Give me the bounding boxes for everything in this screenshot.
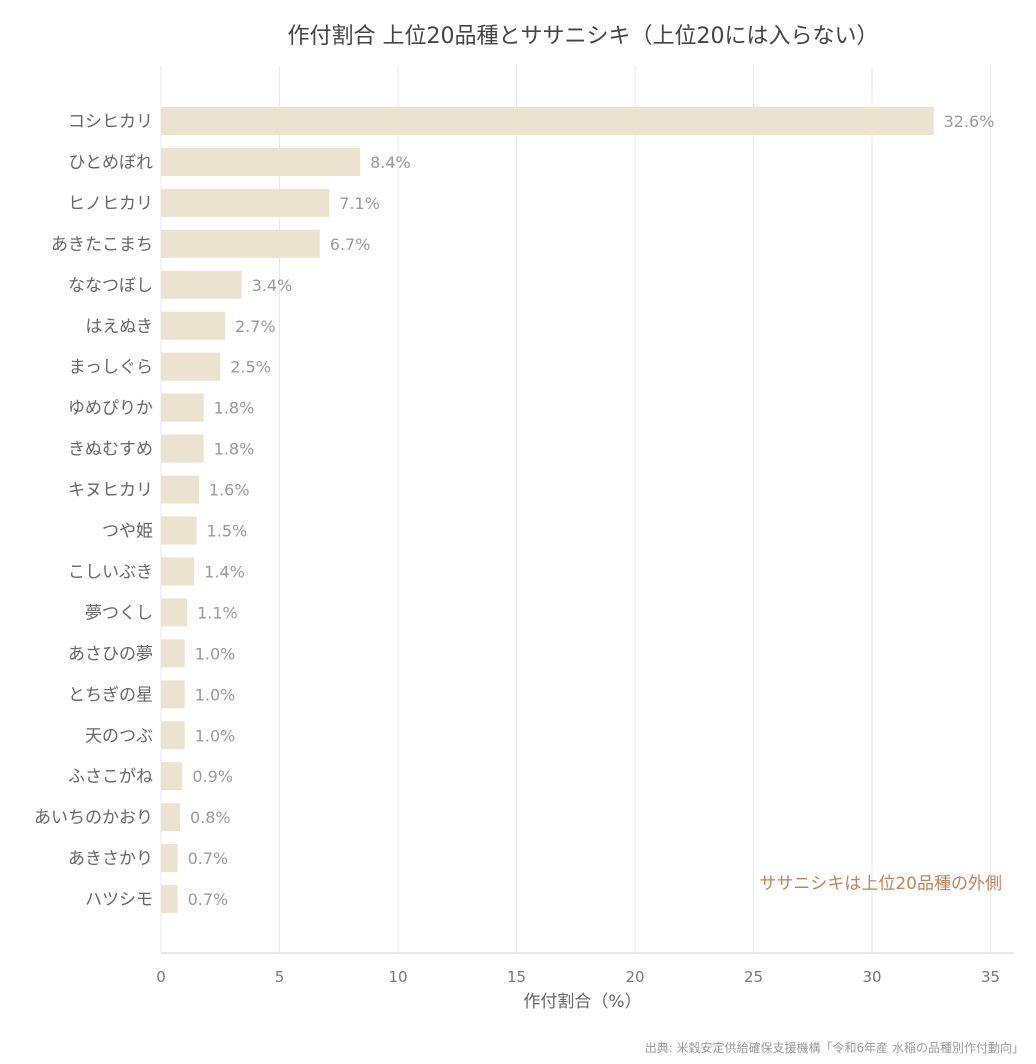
bar [161, 557, 195, 586]
value-label: 0.8% [190, 808, 231, 827]
category-label: ななつぼし [68, 276, 153, 296]
value-label: 1.4% [204, 562, 245, 581]
category-label: きぬむすめ [68, 440, 153, 460]
value-label: 8.4% [370, 153, 411, 172]
value-label: 32.6% [944, 112, 995, 131]
category-label: キヌヒカリ [68, 481, 153, 501]
value-label: 1.8% [214, 399, 255, 418]
category-label: ひとめぼれ [69, 153, 154, 173]
value-label: 2.7% [235, 317, 276, 336]
category-label: はえぬき [85, 317, 153, 337]
value-label: 1.0% [195, 685, 236, 704]
annotation-text: ササニシキは上位20品種の外側 [759, 874, 1002, 894]
bar [161, 147, 361, 176]
bar [161, 639, 185, 668]
value-label: 1.0% [195, 726, 236, 745]
x-tick-label: 25 [744, 968, 763, 986]
bar [161, 680, 185, 709]
bar [161, 762, 183, 791]
category-label: コシヒカリ [68, 112, 153, 132]
category-label: あいちのかおり [34, 808, 153, 828]
bar [161, 803, 180, 832]
x-tick-label: 30 [862, 968, 881, 986]
category-label: まっしぐら [69, 358, 153, 378]
value-label: 1.0% [195, 644, 236, 663]
bar [161, 475, 199, 504]
x-tick-label: 35 [981, 968, 1000, 986]
value-label: 6.7% [330, 235, 371, 254]
value-label: 1.5% [207, 522, 248, 541]
value-label: 1.6% [209, 481, 250, 500]
x-tick-label: 15 [507, 968, 526, 986]
category-label: あきたこまち [51, 235, 153, 255]
bar [161, 844, 178, 873]
value-label: 7.1% [339, 194, 380, 213]
category-label: つや姫 [102, 522, 153, 542]
value-label: 1.8% [214, 440, 255, 459]
chart-title: 作付割合 上位20品種とササニシキ（上位20には入らない） [287, 24, 879, 49]
bar [161, 598, 188, 627]
category-label: 天のつぶ [85, 726, 153, 746]
bar [161, 393, 204, 422]
category-label: ヒノヒカリ [68, 194, 153, 214]
bar [161, 270, 242, 299]
category-label: こしいぶき [68, 562, 153, 582]
bar [161, 516, 197, 545]
category-label: あさひの夢 [68, 644, 153, 664]
bar [161, 107, 934, 135]
value-label: 0.9% [192, 767, 233, 786]
bar [161, 434, 204, 463]
bar [161, 311, 225, 340]
x-tick-label: 20 [625, 968, 644, 986]
bar [161, 885, 178, 914]
value-label: 1.1% [197, 603, 238, 622]
category-label: ゆめぴりか [68, 399, 153, 419]
category-label: とちぎの星 [68, 685, 153, 705]
category-label: ふさこがね [68, 767, 153, 787]
category-label: あきさかり [68, 849, 153, 869]
x-tick-label: 5 [275, 968, 285, 986]
bar [161, 229, 320, 258]
x-axis-label: 作付割合（%） [523, 992, 641, 1012]
x-tick-label: 10 [388, 968, 407, 986]
category-label: ハツシモ [85, 890, 153, 910]
category-label: 夢つくし [85, 603, 153, 623]
value-label: 0.7% [188, 849, 229, 868]
bar [161, 188, 330, 217]
bar [161, 352, 221, 381]
bar [161, 721, 185, 750]
x-tick-label: 0 [156, 968, 166, 986]
value-label: 0.7% [188, 890, 229, 909]
value-label: 3.4% [252, 276, 293, 295]
source-note: 出典: 米穀安定供給確保支援機構「令和6年産 水稲の品種別作付動向」 [644, 1041, 1024, 1055]
value-label: 2.5% [230, 358, 271, 377]
